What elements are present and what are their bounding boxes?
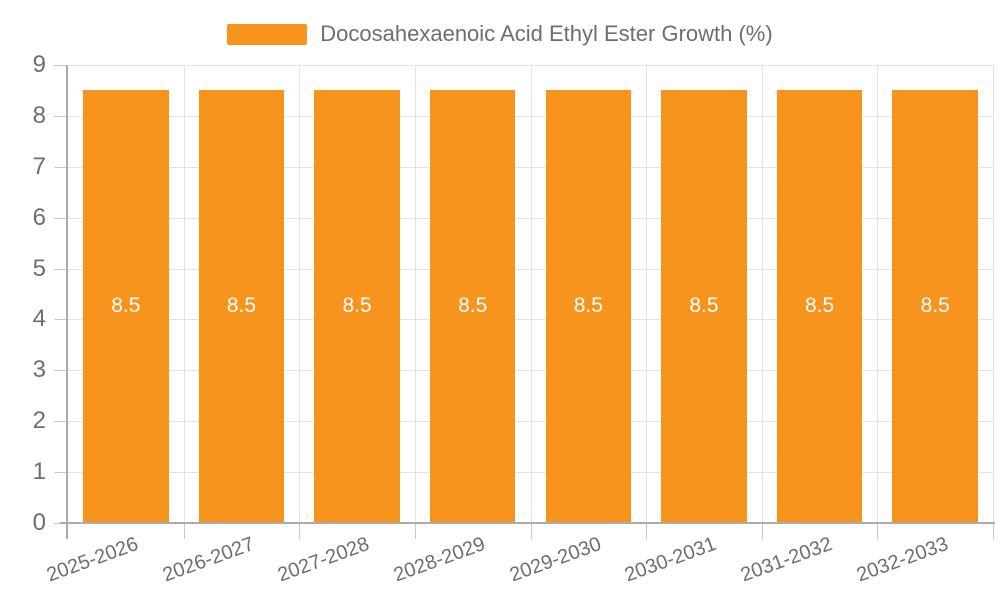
bar-value-label: 8.5: [920, 294, 950, 318]
bar[interactable]: 8.5: [429, 90, 516, 522]
x-axis-tick: [530, 524, 532, 539]
bar[interactable]: 8.5: [776, 90, 863, 522]
gridline-vertical: [646, 65, 648, 523]
x-axis-tick: [414, 524, 416, 539]
bar[interactable]: 8.5: [198, 90, 285, 522]
y-axis-tick-label: 7: [32, 152, 46, 180]
x-axis-tick: [299, 524, 301, 539]
y-axis-tick-label: 5: [32, 254, 46, 282]
x-axis-tick-label: 2030-2031: [622, 533, 720, 587]
y-axis-tick: [54, 217, 68, 219]
y-axis-tick-label: 0: [32, 509, 46, 536]
y-axis-tick: [54, 115, 68, 117]
bar[interactable]: 8.5: [661, 90, 747, 522]
x-axis-tick: [877, 524, 879, 539]
y-axis-tick: [54, 370, 68, 372]
x-axis-tick-label: 2032-2033: [853, 533, 951, 587]
bar-value-label: 8.5: [689, 294, 719, 318]
y-axis-tick-label: 4: [32, 305, 46, 333]
bar-value-label: 8.5: [342, 294, 372, 318]
y-axis-tick: [54, 472, 68, 474]
bar[interactable]: 8.5: [314, 90, 400, 522]
gridline-vertical: [877, 65, 879, 523]
gridline-vertical: [530, 65, 532, 523]
y-axis-tick-label: 2: [32, 407, 46, 435]
bar[interactable]: 8.5: [83, 90, 169, 522]
bar-value-label: 8.5: [226, 294, 257, 318]
x-axis-tick-label: 2031-2032: [737, 533, 836, 587]
y-axis-tick: [54, 319, 68, 321]
x-axis-tick-label: 2029-2030: [506, 533, 604, 587]
bar[interactable]: 8.5: [892, 90, 978, 522]
y-axis-tick-label: 3: [32, 356, 46, 384]
gridline-vertical: [299, 65, 301, 523]
y-axis-line: [66, 65, 68, 539]
y-axis-tick: [54, 268, 68, 270]
bar-value-label: 8.5: [458, 294, 488, 318]
y-axis-tick-label: 6: [32, 203, 46, 231]
x-axis-tick: [183, 524, 185, 539]
gridline-vertical: [761, 65, 763, 523]
bar-value-label: 8.5: [804, 294, 835, 318]
bar-value-label: 8.5: [573, 294, 603, 318]
y-axis-tick-label: 8: [32, 101, 46, 129]
legend-swatch-icon: [227, 23, 308, 45]
gridline-vertical: [183, 65, 185, 523]
x-axis-tick-label: 2027-2028: [275, 533, 373, 587]
x-axis-tick: [761, 524, 763, 539]
x-axis-tick-label: 2028-2029: [390, 533, 489, 587]
bar[interactable]: 8.5: [545, 90, 632, 522]
x-axis-tick-label: 2025-2026: [43, 533, 142, 587]
legend: Docosahexaenoic Acid Ethyl Ester Growth …: [0, 21, 1000, 47]
legend-label: Docosahexaenoic Acid Ethyl Ester Growth …: [320, 21, 773, 46]
bar-value-label: 8.5: [111, 294, 141, 318]
gridline-vertical: [414, 65, 416, 523]
y-axis-tick: [54, 65, 68, 66]
y-axis-tick: [54, 421, 68, 423]
x-axis-tick: [993, 524, 994, 539]
legend-item[interactable]: Docosahexaenoic Acid Ethyl Ester Growth …: [227, 21, 773, 47]
x-axis-tick: [646, 524, 648, 539]
y-axis-tick-label: 1: [32, 458, 46, 486]
y-axis-tick-label: 9: [32, 51, 46, 78]
y-axis-tick: [54, 166, 68, 168]
gridline-vertical: [993, 65, 994, 523]
x-axis-line: [60, 522, 995, 524]
x-axis-tick-label: 2026-2027: [159, 533, 257, 587]
